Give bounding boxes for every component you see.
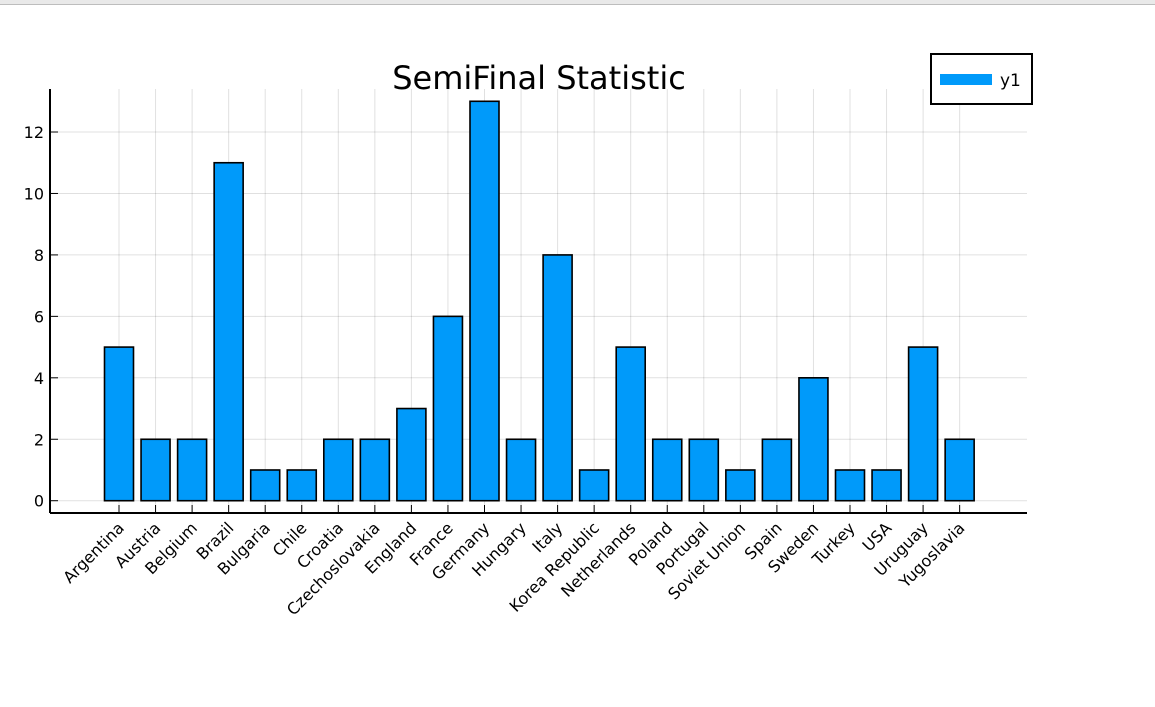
- y-tick-label: 10: [24, 184, 44, 203]
- bar-bulgaria: [249, 469, 281, 502]
- bar-sweden: [798, 377, 829, 502]
- bar-chile: [286, 469, 318, 502]
- y-tick-label: 8: [34, 246, 44, 265]
- bar-portugal: [688, 438, 720, 502]
- bar-belgium: [176, 438, 208, 502]
- bar-soviet-union: [725, 469, 756, 502]
- bar-spain: [761, 438, 793, 502]
- window-top-bar: [0, 0, 1155, 5]
- bar-uruguay: [907, 346, 939, 502]
- bars: [103, 100, 975, 502]
- y-tick-labels: 0 2 4 6 8 10 12: [24, 123, 58, 511]
- bar-turkey: [834, 469, 866, 502]
- legend-label: y1: [1000, 71, 1021, 91]
- x-tick-labels: ArgentinaAustriaBelgiumBrazilBulgariaChi…: [59, 505, 968, 619]
- bar-france: [432, 315, 464, 502]
- bar-brazil: [213, 161, 244, 502]
- y-tick-label: 12: [24, 123, 44, 142]
- axes: [49, 89, 1027, 514]
- y-tick-label: 2: [34, 430, 44, 449]
- bar-germany: [469, 100, 500, 502]
- chart-title: SemiFinal Statistic: [392, 59, 686, 97]
- legend-swatch: [940, 74, 992, 85]
- bar-poland: [651, 438, 683, 502]
- y-tick-label: 6: [34, 307, 44, 326]
- bar-argentina: [103, 346, 135, 502]
- legend: y1: [930, 53, 1033, 105]
- bar-korea-republic: [578, 469, 610, 502]
- bar-yugoslavia: [944, 438, 975, 502]
- bar-austria: [140, 438, 171, 502]
- bar-croatia: [322, 438, 354, 502]
- bar-usa: [871, 469, 902, 502]
- bar-czechoslovakia: [359, 438, 391, 502]
- y-tick-label: 4: [34, 369, 44, 388]
- bar-england: [396, 407, 427, 502]
- y-tick-label: 0: [34, 492, 44, 511]
- bar-netherlands: [615, 346, 647, 502]
- bar-italy: [542, 254, 573, 502]
- bar-hungary: [505, 438, 537, 502]
